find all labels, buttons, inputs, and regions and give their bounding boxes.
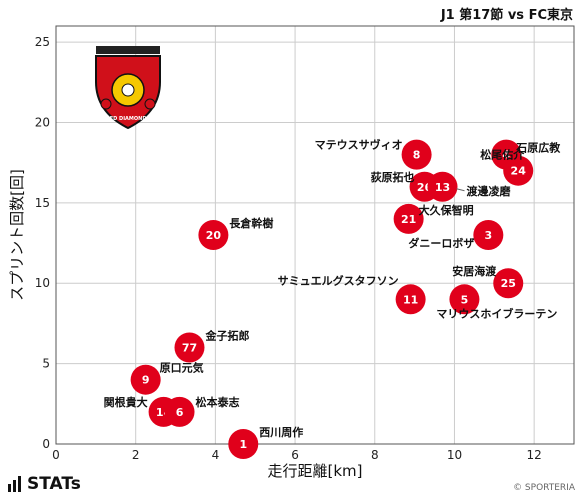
player-number: 6 <box>176 406 184 419</box>
point-marker <box>164 396 195 427</box>
brand-label: STATs <box>27 474 81 494</box>
y-tick-label: 20 <box>35 115 50 129</box>
player-name: ダニーロボザ <box>408 236 474 250</box>
player-name: 大久保智明 <box>419 203 474 217</box>
player-number: 13 <box>435 181 450 194</box>
y-tick-label: 5 <box>42 357 50 371</box>
chart-title: J1 第17節 vs FC東京 <box>440 8 573 23</box>
x-tick-label: 8 <box>371 448 379 462</box>
player-name: マリウスホイブラーテン <box>436 306 557 320</box>
point-marker <box>174 332 205 363</box>
data-points: 1西川周作14関根貴大6松本泰志9原口元気77金子拓郎20長倉幹樹11サミュエル… <box>104 138 561 459</box>
player-name: 石原広教 <box>515 141 561 155</box>
player-number: 8 <box>413 149 421 162</box>
player-point: 9 原口元気 <box>130 361 204 395</box>
point-marker <box>228 429 259 459</box>
point-marker <box>427 171 458 202</box>
player-point: 25 安居海渡 <box>452 264 524 299</box>
player-name: 長倉幹樹 <box>229 216 273 230</box>
stats-brand: STATs <box>8 474 81 494</box>
point-marker <box>130 364 161 395</box>
point-marker <box>503 155 534 186</box>
crest-text: RED DIAMONDS <box>106 116 151 122</box>
y-tick-label: 0 <box>42 437 50 451</box>
player-number: 25 <box>501 277 516 290</box>
player-point: 3 ダニーロボザ <box>408 220 504 250</box>
player-point: 77 金子拓郎 <box>174 329 249 363</box>
player-name: 松本泰志 <box>196 395 240 409</box>
player-number: 24 <box>511 165 527 178</box>
player-point: 13 渡邊凌磨 <box>427 171 512 202</box>
x-tick-label: 4 <box>212 448 220 462</box>
player-name: サミュエルグスタフソン <box>278 273 399 287</box>
point-marker <box>198 220 229 250</box>
player-point: 20 長倉幹樹 <box>198 216 273 250</box>
x-tick-label: 2 <box>132 448 140 462</box>
player-number: 77 <box>182 342 197 355</box>
player-point: 1 西川周作 <box>228 425 303 459</box>
y-tick-label: 15 <box>35 196 50 210</box>
y-tick-label: 25 <box>35 35 50 49</box>
grid <box>55 26 574 445</box>
player-number: 9 <box>142 374 150 387</box>
point-marker <box>401 139 432 170</box>
player-name: マテウスサヴィオ <box>315 138 403 152</box>
player-name: 関根貴大 <box>104 395 148 409</box>
point-marker <box>493 268 524 299</box>
player-name: 金子拓郎 <box>204 329 249 343</box>
player-name: 西川周作 <box>259 425 303 439</box>
player-number: 1 <box>239 438 247 451</box>
point-marker <box>393 203 424 234</box>
player-point: 8 マテウスサヴィオ <box>315 138 432 170</box>
x-tick-label: 0 <box>52 448 60 462</box>
player-number: 4 <box>502 149 510 162</box>
player-number: 5 <box>461 293 469 306</box>
y-tick-label: 10 <box>35 276 50 290</box>
player-name: 安居海渡 <box>452 264 497 278</box>
player-number: 20 <box>206 229 222 242</box>
player-point: 24 松尾佑介 <box>480 148 534 186</box>
x-tick-label: 12 <box>527 448 542 462</box>
x-tick-label: 10 <box>447 448 462 462</box>
point-marker <box>473 220 504 250</box>
plot-frame <box>55 25 575 445</box>
player-name: 渡邊凌磨 <box>467 184 512 198</box>
point-marker <box>449 284 480 315</box>
bar-chart-icon <box>8 476 21 492</box>
player-name: 松尾佑介 <box>480 148 525 162</box>
player-number: 11 <box>403 293 418 306</box>
player-point: 6 松本泰志 <box>164 395 240 427</box>
player-point: 11 サミュエルグスタフソン <box>278 273 426 315</box>
player-number: 3 <box>485 229 493 242</box>
x-tick-label: 6 <box>291 448 299 462</box>
copyright: © SPORTERIA <box>513 483 575 493</box>
player-number: 21 <box>401 213 416 226</box>
leader-line <box>456 188 465 192</box>
player-name: 荻原拓也 <box>371 170 415 184</box>
club-crest-icon: RED DIAMONDS <box>95 46 161 130</box>
y-axis-label: スプリント回数[回] <box>8 169 26 301</box>
player-name: 原口元気 <box>160 361 204 375</box>
x-axis-label: 走行距離[km] <box>267 462 362 480</box>
point-marker <box>395 284 426 315</box>
